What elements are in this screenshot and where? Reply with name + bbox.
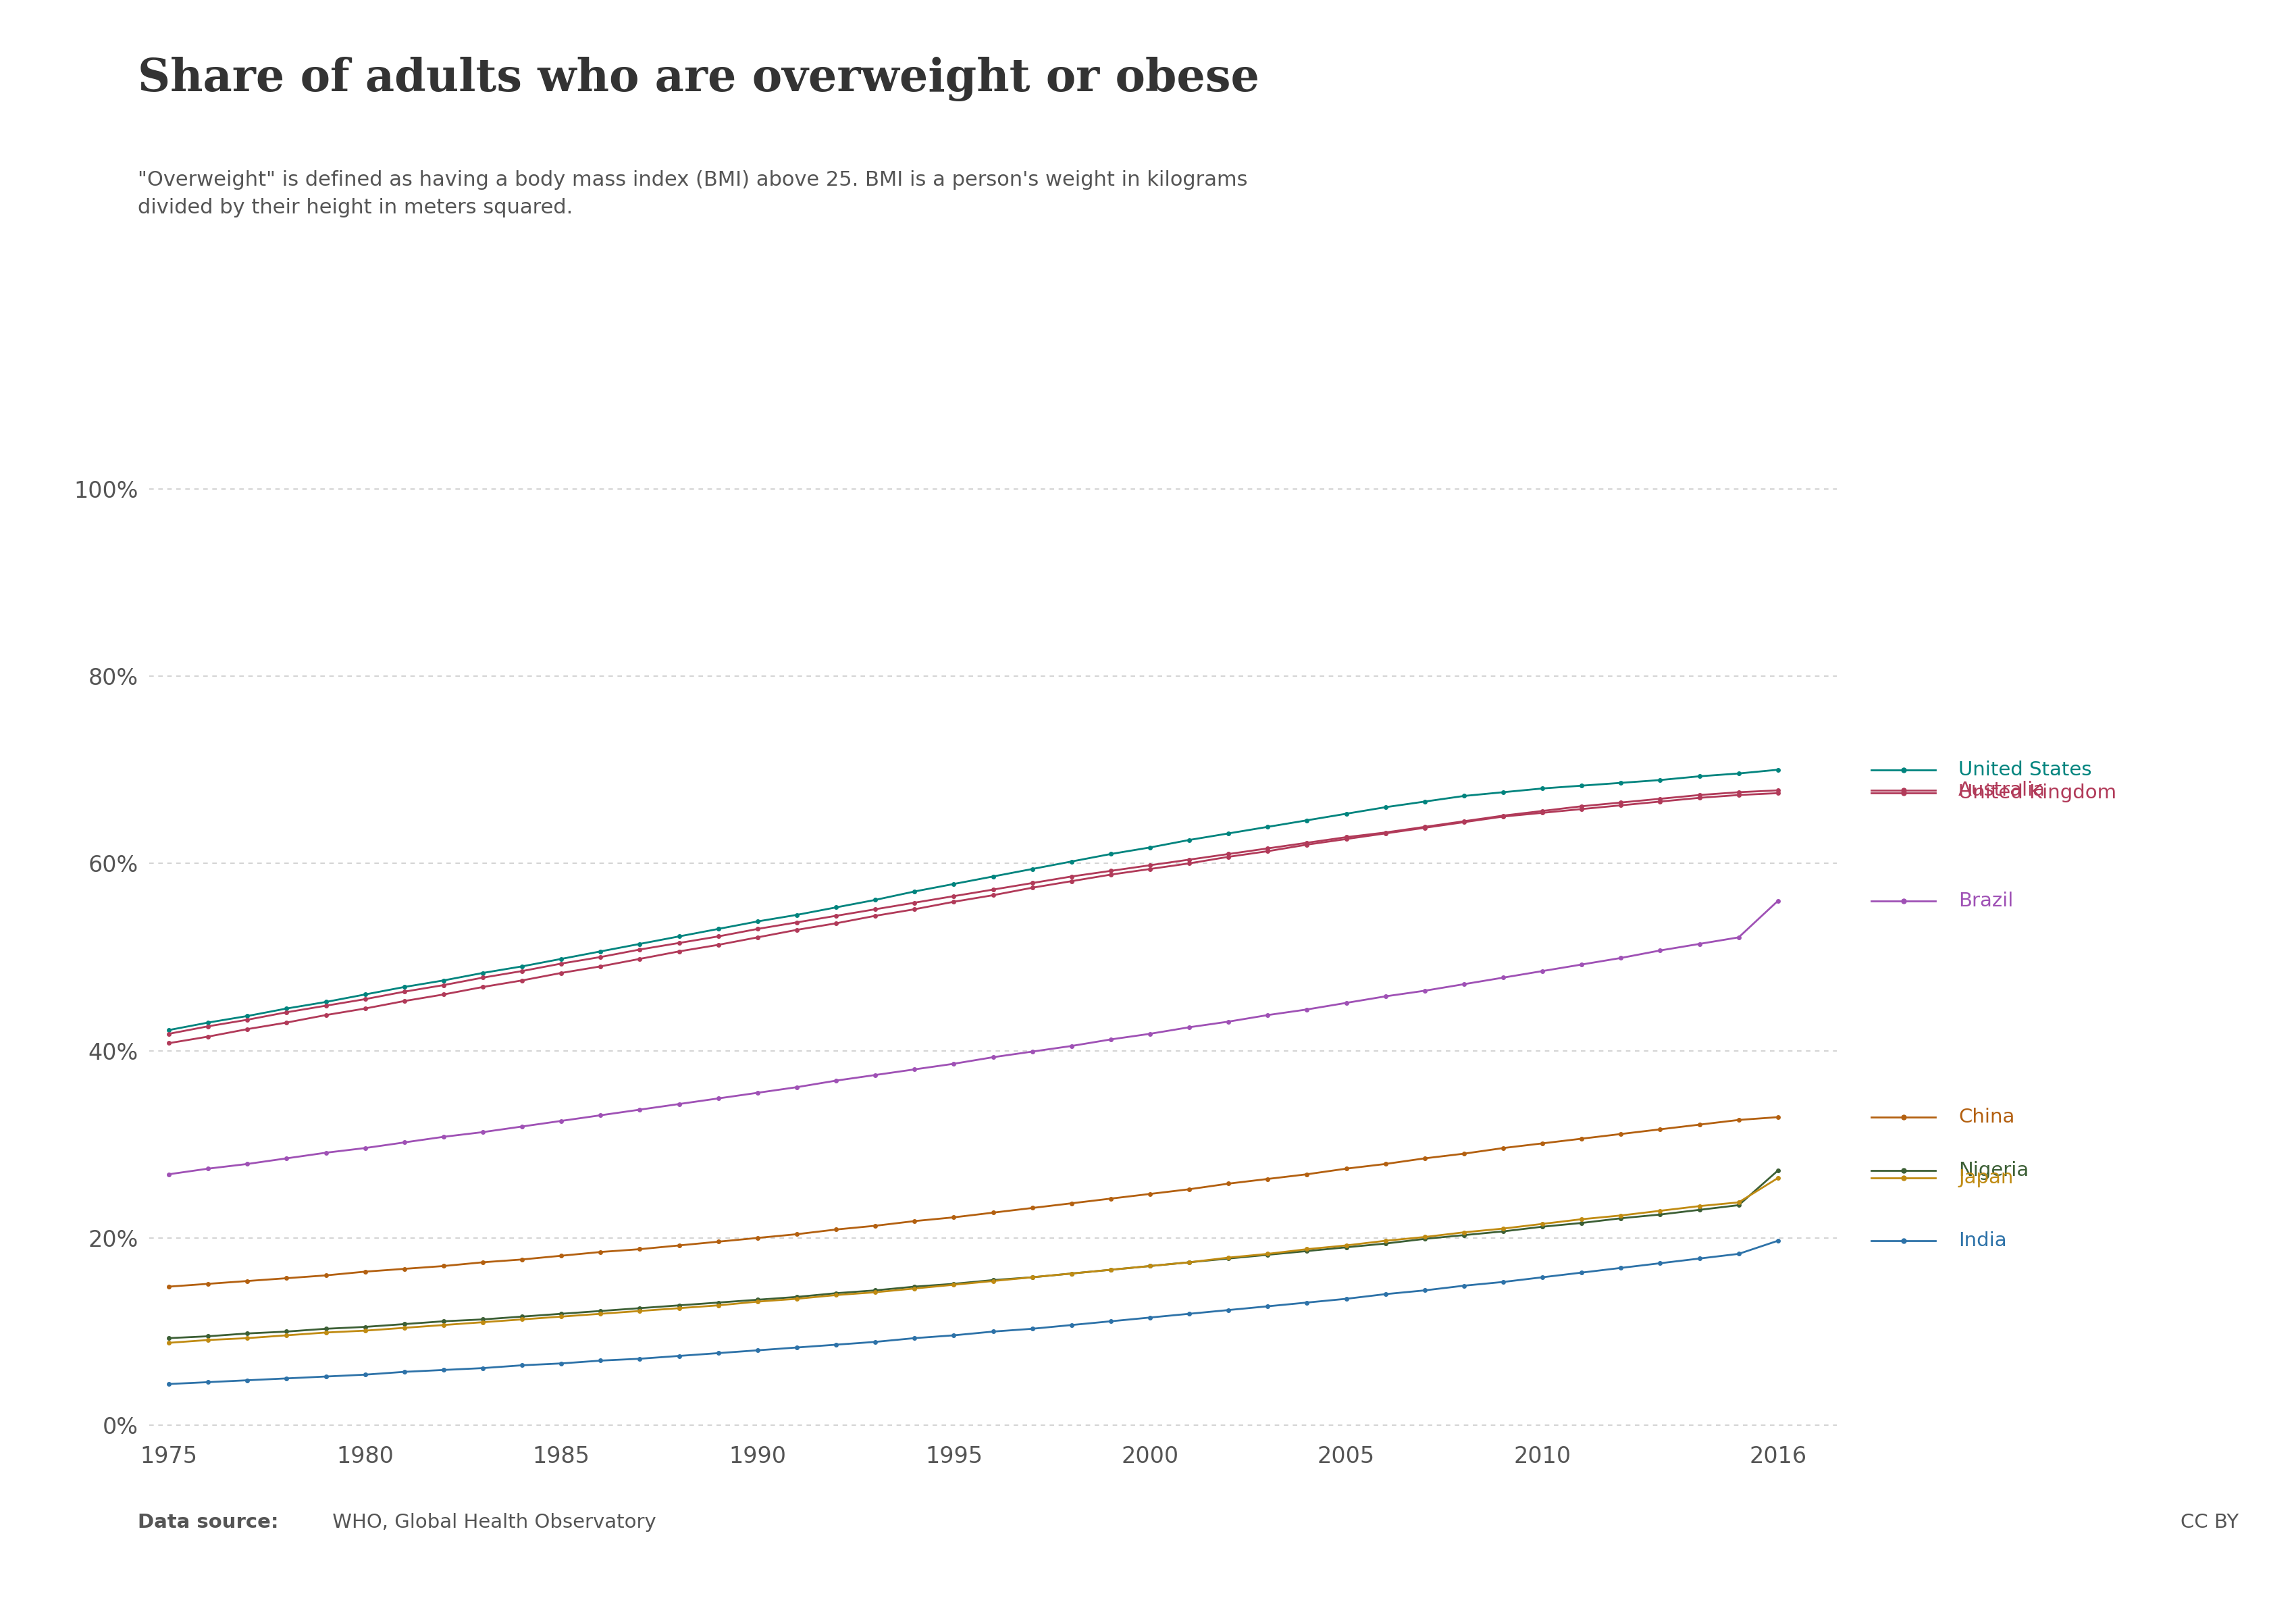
Text: India: India [1958, 1232, 2007, 1250]
Text: China: China [1958, 1107, 2016, 1127]
Text: United Kingdom: United Kingdom [1958, 783, 2117, 802]
Text: "Overweight" is defined as having a body mass index (BMI) above 25. BMI is a per: "Overweight" is defined as having a body… [138, 170, 1247, 217]
Text: WHO, Global Health Observatory: WHO, Global Health Observatory [326, 1512, 657, 1532]
Text: Australia: Australia [1958, 781, 2046, 799]
Text: Japan: Japan [1958, 1169, 2014, 1188]
Text: Our World
in Data: Our World in Data [2073, 65, 2177, 105]
Text: Share of adults who are overweight or obese: Share of adults who are overweight or ob… [138, 57, 1261, 101]
Text: United States: United States [1958, 760, 2092, 780]
Text: Brazil: Brazil [1958, 892, 2014, 911]
Text: CC BY: CC BY [2181, 1512, 2239, 1532]
Text: Nigeria: Nigeria [1958, 1161, 2030, 1180]
Text: Data source:: Data source: [138, 1512, 278, 1532]
